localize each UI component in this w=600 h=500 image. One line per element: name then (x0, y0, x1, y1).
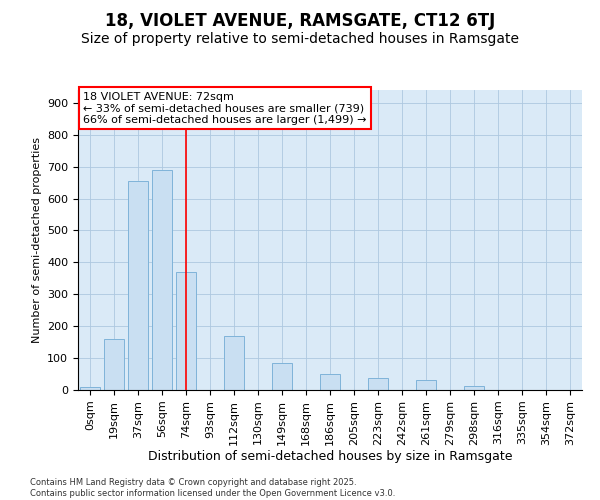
Bar (80, 388, 100, 390)
X-axis label: Distribution of semi-detached houses by size in Ramsgate: Distribution of semi-detached houses by … (148, 450, 512, 464)
Bar (152, 170, 172, 390)
Bar (272, 363, 292, 390)
Text: Contains HM Land Registry data © Crown copyright and database right 2025.
Contai: Contains HM Land Registry data © Crown c… (30, 478, 395, 498)
Y-axis label: Number of semi-detached properties: Number of semi-detached properties (32, 137, 41, 343)
Bar (128, 181, 148, 390)
Bar (224, 336, 244, 390)
Bar (368, 378, 388, 390)
Text: Size of property relative to semi-detached houses in Ramsgate: Size of property relative to semi-detach… (81, 32, 519, 46)
Bar (464, 386, 484, 390)
Bar (176, 272, 196, 390)
Text: 18, VIOLET AVENUE, RAMSGATE, CT12 6TJ: 18, VIOLET AVENUE, RAMSGATE, CT12 6TJ (105, 12, 495, 30)
Bar (416, 380, 436, 390)
Bar (320, 374, 340, 390)
Text: 18 VIOLET AVENUE: 72sqm
← 33% of semi-detached houses are smaller (739)
66% of s: 18 VIOLET AVENUE: 72sqm ← 33% of semi-de… (83, 92, 367, 124)
Bar (104, 339, 124, 390)
